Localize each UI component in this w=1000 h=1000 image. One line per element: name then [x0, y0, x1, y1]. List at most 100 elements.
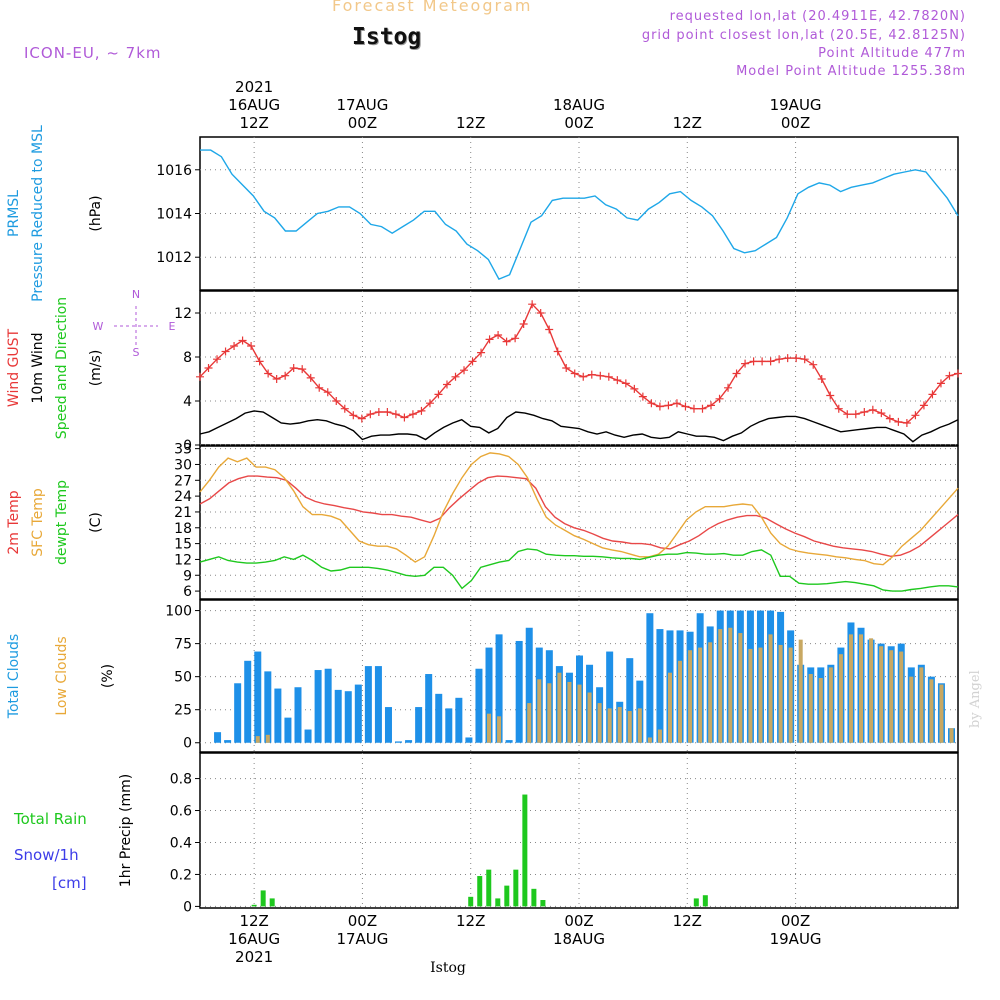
gust-point — [553, 347, 562, 356]
cloud-bar-total — [455, 697, 463, 743]
gust-point — [851, 410, 860, 419]
gust-point — [562, 364, 571, 372]
gust-point — [587, 370, 596, 379]
y-tick-label: 8 — [183, 350, 192, 366]
cloud-bar-low — [688, 650, 693, 743]
gust-point — [732, 369, 741, 378]
gust-point — [664, 401, 673, 410]
gust-point — [724, 383, 733, 392]
y-tick-label: 9 — [183, 568, 192, 584]
cloud-bar-total — [284, 717, 292, 743]
cloud-bar-total — [475, 668, 483, 743]
gust-point — [230, 342, 239, 350]
gust-point — [494, 331, 503, 339]
series-line-pressure — [200, 149, 959, 280]
model-label: ICON-EU, ~ 7km — [24, 44, 162, 62]
cloud-bar-total — [405, 740, 413, 743]
gust-point — [451, 372, 460, 381]
cloud-bar-total — [395, 741, 403, 743]
cloud-bar-low — [265, 734, 270, 743]
point-altitude: Point Altitude 477m — [818, 46, 966, 61]
cloud-bar-total — [525, 627, 533, 743]
cloud-bar-low — [698, 647, 703, 743]
top-time-label: 18AUG — [553, 96, 605, 114]
precip-bar — [251, 904, 257, 907]
cloud-bar-total — [465, 737, 473, 743]
precip-bar — [260, 890, 266, 907]
y-axis-label: (C) — [88, 512, 104, 533]
cloud-bar-low — [788, 647, 793, 743]
gust-point — [613, 376, 622, 385]
cloud-bar-low — [617, 707, 622, 743]
cloud-bar-low — [718, 629, 723, 743]
y-tick-label: 1014 — [156, 207, 192, 223]
gust-point — [340, 404, 349, 413]
gust-point — [502, 337, 511, 346]
cloud-bar-low — [567, 681, 572, 743]
compass-e: E — [169, 320, 176, 333]
gust-point — [477, 348, 486, 357]
cloud-bar-total — [274, 688, 282, 743]
gust-point — [306, 373, 315, 382]
gust-point — [400, 413, 409, 422]
gust-point — [442, 380, 451, 389]
top-time-label: 12Z — [456, 114, 485, 132]
cloud-bar-low — [607, 708, 612, 743]
precip-bar — [495, 898, 501, 907]
gust-point — [417, 406, 426, 415]
gust-point — [596, 371, 605, 380]
y-tick-label: 15 — [174, 537, 192, 553]
cloud-bar-low — [667, 672, 672, 743]
y-axis-label: Total Clouds — [6, 634, 22, 719]
y-axis-label: PRMSL — [6, 190, 22, 237]
cloud-bar-low — [848, 634, 853, 743]
cloud-bar-total — [334, 689, 342, 743]
panel-clouds: 0 25 50 75 100 Total Clouds Low Clouds (%) — [6, 599, 959, 753]
y-tick-label: 30 — [174, 457, 192, 473]
top-time-label: 12Z — [673, 114, 702, 132]
y-tick-label: 21 — [174, 505, 192, 521]
panel-precip: 0 0.2 0.4 0.6 0.8 1hr Precip (mm) Total Rain Sn… — [13, 752, 959, 915]
gust-point — [800, 355, 809, 364]
gust-point — [647, 399, 656, 408]
precip-bar — [468, 896, 474, 907]
y-tick-label: 75 — [174, 637, 192, 653]
cloud-bar-total — [244, 660, 252, 743]
cloud-bar-total — [364, 666, 372, 743]
bottom-time-label: 12Z — [239, 912, 268, 930]
cloud-bar-low — [708, 642, 713, 743]
y-axis-label: Low Clouds — [54, 636, 70, 715]
cloud-bar-low — [828, 667, 833, 743]
gust-point — [536, 309, 545, 317]
gust-point — [749, 357, 758, 366]
cloud-bar-total — [324, 668, 332, 743]
y-axis-label: 2m Temp — [6, 490, 22, 554]
y-axis-label: SFC Temp — [30, 488, 46, 557]
cloud-bar-low — [838, 654, 843, 743]
gust-point — [425, 399, 434, 408]
panel-frame — [199, 752, 959, 909]
bottom-time-label: 2021 — [235, 948, 273, 966]
gust-point — [289, 364, 298, 372]
gust-point — [792, 354, 801, 363]
model-altitude: Model Point Altitude 1255.38m — [736, 64, 966, 79]
gust-point — [374, 408, 383, 416]
cloud-bar-low — [808, 674, 813, 743]
gust-point — [689, 404, 698, 413]
gust-point — [928, 390, 937, 399]
gust-point — [579, 372, 588, 381]
y-tick-label: 0 — [183, 736, 192, 752]
cloud-bar-total — [254, 651, 262, 743]
series-line-2m — [199, 475, 959, 558]
gust-point — [545, 325, 554, 334]
gust-point — [468, 357, 477, 366]
cloud-bar-total — [314, 670, 322, 743]
top-time-label: 2021 — [235, 78, 273, 96]
gust-point — [519, 320, 528, 328]
cloud-bar-total — [264, 671, 272, 743]
precip-bar — [702, 895, 708, 907]
gust-point — [196, 372, 204, 381]
gust-point — [843, 410, 852, 419]
